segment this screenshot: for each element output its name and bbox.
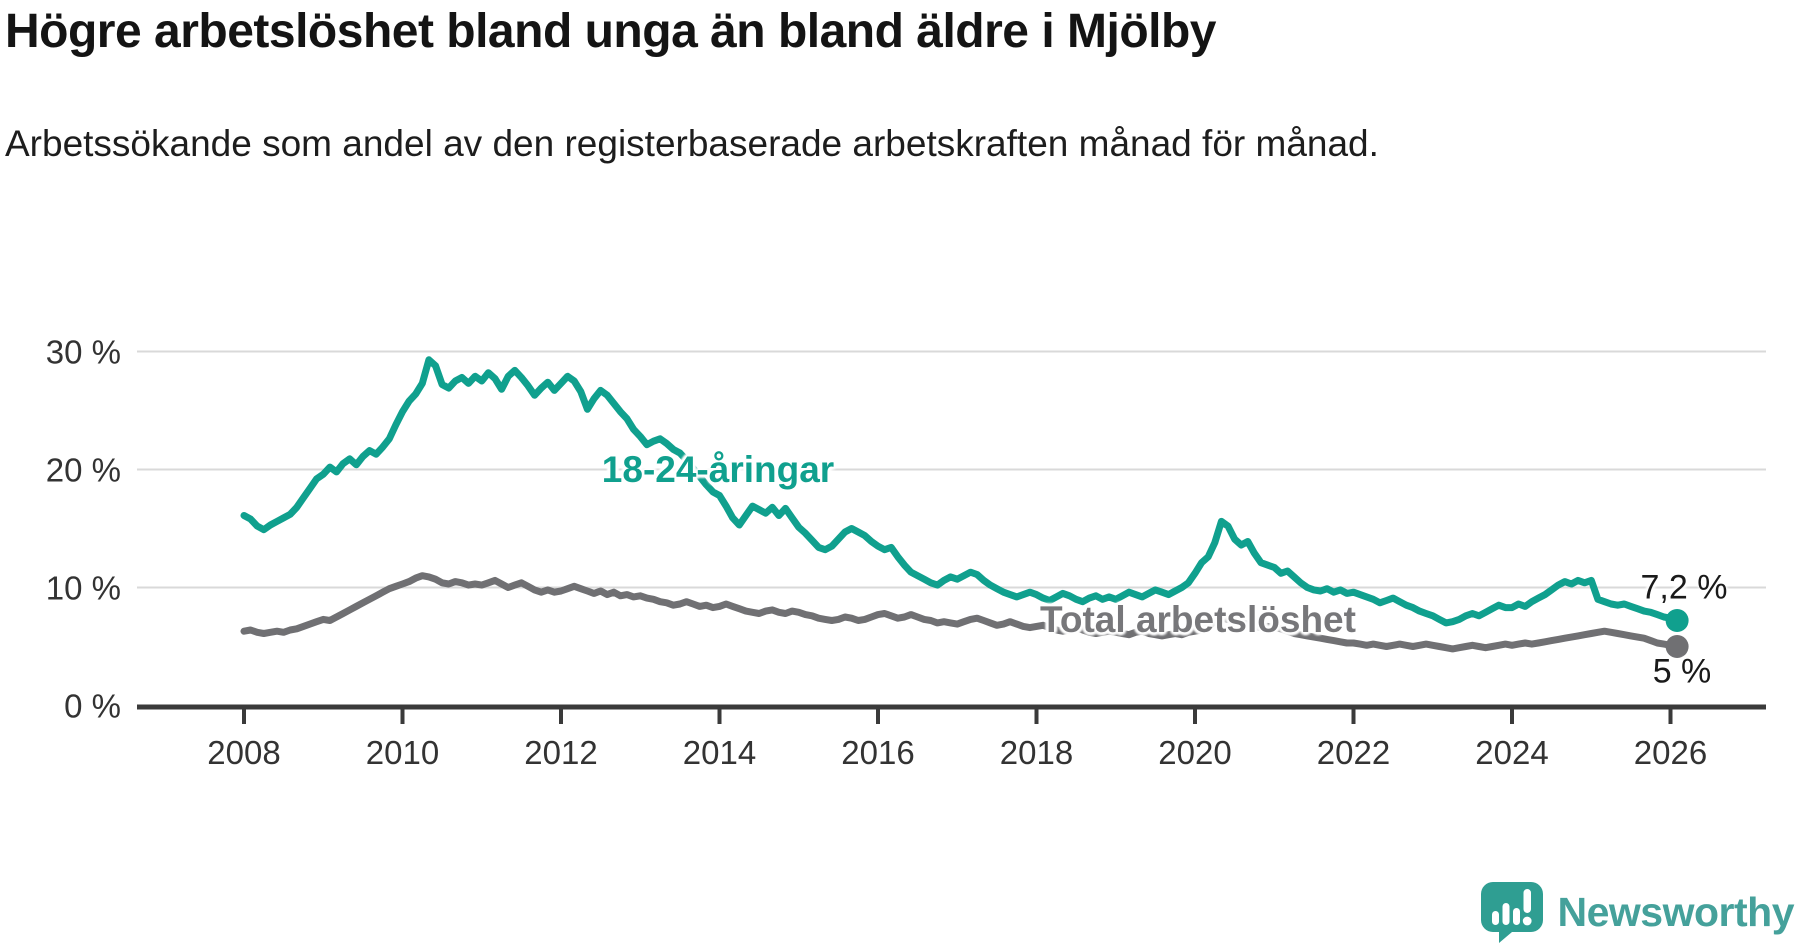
x-tick-label-2022: 2022 <box>1317 734 1390 771</box>
total-series-end-dot <box>1665 635 1689 658</box>
x-tick-label-2016: 2016 <box>841 734 914 771</box>
youth-series-end-dot <box>1665 609 1689 633</box>
x-tick-label-2026: 2026 <box>1634 734 1707 771</box>
x-tick-label-2008: 2008 <box>207 734 280 771</box>
x-tick-label-2014: 2014 <box>683 734 756 771</box>
brand-name: Newsworthy <box>1557 889 1795 935</box>
x-tick-label-2010: 2010 <box>366 734 439 771</box>
x-tick-label-2018: 2018 <box>1000 734 1073 771</box>
page-subtitle: Arbetssökande som andel av den registerb… <box>5 123 1379 164</box>
gridlines <box>137 350 1766 589</box>
newsworthy-logo-icon <box>1480 882 1543 943</box>
y-tick-label-10: 10 % <box>46 570 121 607</box>
brand-footer: Newsworthy <box>1480 881 1795 944</box>
x-tick-label-2020: 2020 <box>1158 734 1231 771</box>
series-lines <box>240 356 1689 658</box>
y-tick-label-0: 0 % <box>64 688 121 725</box>
axes: 0 % 10 % 20 % 30 % 2008 2010 2012 2014 2016 2018 2… <box>46 334 1766 771</box>
y-tick-label-20: 20 % <box>46 452 121 489</box>
page-title: Högre arbetslöshet bland unga än bland ä… <box>5 5 1217 58</box>
x-tick-label-2012: 2012 <box>524 734 597 771</box>
total-series-line <box>240 572 1681 653</box>
youth-series-line <box>240 356 1681 627</box>
y-tick-label-30: 30 % <box>46 334 121 371</box>
x-tick-label-2024: 2024 <box>1475 734 1548 771</box>
